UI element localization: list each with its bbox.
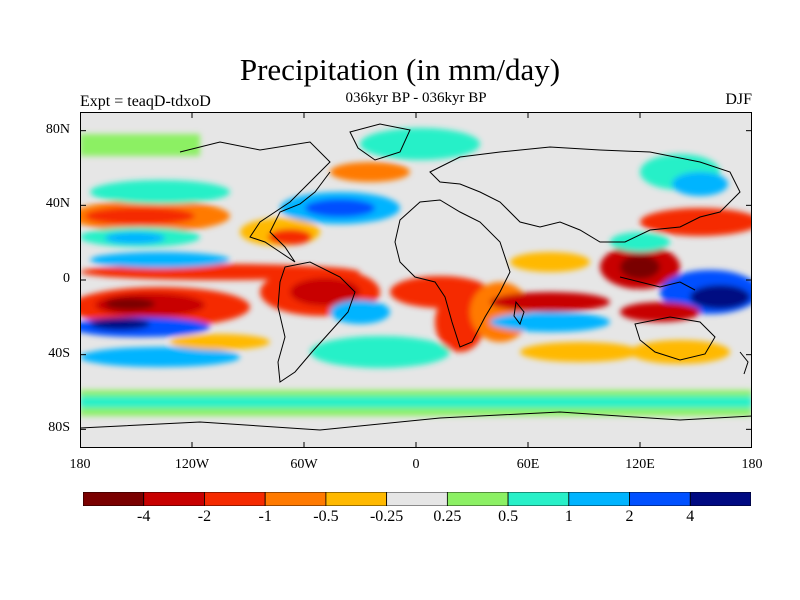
colorbar-level-label: 0.25	[417, 508, 477, 526]
colorbar-level-label: -0.5	[296, 508, 356, 526]
lon-label: 0	[386, 457, 446, 473]
lon-label: 60W	[274, 457, 334, 473]
season-label: DJF	[725, 91, 752, 109]
lat-label: 80S	[10, 420, 70, 436]
lat-label: 80N	[10, 122, 70, 138]
lat-label: 40N	[10, 196, 70, 212]
lon-label: 60E	[498, 457, 558, 473]
colorbar-swatch	[387, 492, 448, 506]
colorbar-level-label: 1	[539, 508, 599, 526]
colorbar-swatch	[447, 492, 508, 506]
colorbar-swatch	[265, 492, 326, 506]
lon-label: 120W	[162, 457, 222, 473]
colorbar-swatch	[204, 492, 265, 506]
colorbar-level-label: -1	[235, 508, 295, 526]
colorbar-level-label: 4	[660, 508, 720, 526]
experiment-label: Expt = teaqD-tdxoD	[80, 93, 211, 111]
lon-label: 120E	[610, 457, 670, 473]
map-title: Precipitation (in mm/day)	[0, 52, 800, 88]
colorbar-swatch	[83, 492, 144, 506]
lon-label: 180	[50, 457, 110, 473]
precipitation-map	[80, 112, 752, 448]
colorbar-level-label: -0.25	[357, 508, 417, 526]
colorbar-swatch	[630, 492, 691, 506]
lon-label: 180	[722, 457, 782, 473]
colorbar-level-label: -2	[174, 508, 234, 526]
colorbar-level-label: 0.5	[478, 508, 538, 526]
colorbar-swatch	[326, 492, 387, 506]
colorbar-level-label: -4	[114, 508, 174, 526]
colorbar-swatch	[690, 492, 751, 506]
colorbar-swatch	[569, 492, 630, 506]
colorbar-swatch	[144, 492, 205, 506]
colorbar-swatch	[508, 492, 569, 506]
lat-label: 40S	[10, 346, 70, 362]
colorbar-level-label: 2	[600, 508, 660, 526]
lat-label: 0	[10, 271, 70, 287]
colorbar	[83, 492, 751, 506]
